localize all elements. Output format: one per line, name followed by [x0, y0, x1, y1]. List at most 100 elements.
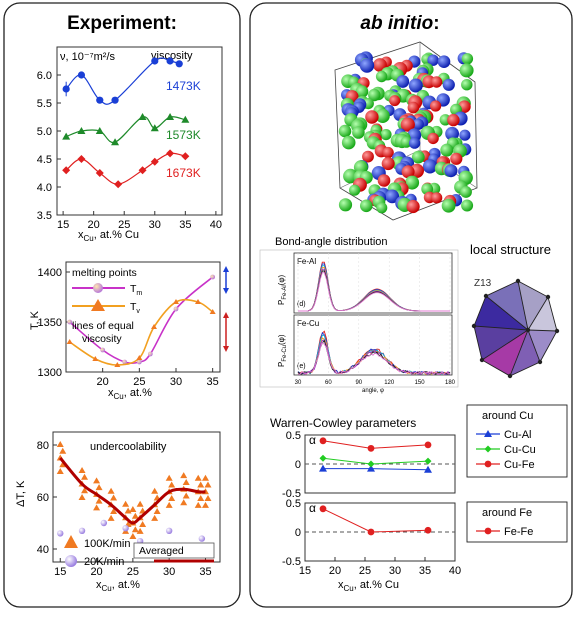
- wc-point: [367, 528, 375, 536]
- uc-100-point: [129, 505, 137, 512]
- bond-angle-chart: Bond-angle distribution Fe-Al (d) Fe-Cu …: [259, 236, 459, 394]
- wc-top-chart: α 0.5 0 -0.5: [282, 430, 456, 500]
- uc-100-point: [95, 484, 103, 491]
- tm-legend-label: Tm: [130, 283, 142, 297]
- uc-100-point: [197, 481, 205, 488]
- melt-point: [173, 299, 179, 304]
- uc-100-point: [110, 494, 118, 501]
- legend-20-label: 20K/min: [84, 556, 124, 568]
- melt-point: [210, 274, 216, 280]
- uc-100-point: [78, 466, 86, 473]
- local-structure-label: local structure: [470, 242, 551, 257]
- atom-sphere: [375, 108, 390, 123]
- z13-label: Z13: [474, 278, 492, 289]
- wc-point: [367, 464, 375, 472]
- atom-sphere: [400, 136, 412, 148]
- atom-sphere: [447, 113, 460, 127]
- wc-title: Warren-Cowley parameters: [270, 416, 416, 430]
- melt-point: [136, 359, 142, 365]
- tv-legend-pyramid-icon: [91, 299, 105, 311]
- tv-legend-label: Tv: [130, 301, 140, 315]
- bond-xlabel: angle, φ: [362, 388, 384, 394]
- bond-bottom-curve: [297, 341, 450, 376]
- atom-sphere: [450, 152, 463, 165]
- uc-100-point: [59, 447, 67, 454]
- tm-legend-sphere-icon: [93, 283, 103, 293]
- atom-sphere: [427, 54, 439, 66]
- bond-xtick-label: 120: [384, 380, 395, 386]
- melt-xtick-label: 25: [133, 376, 145, 388]
- visc-point: [111, 138, 120, 146]
- uc-100-point: [93, 504, 101, 511]
- melting-legend: melting points: [72, 267, 137, 279]
- wc-ytick-label: 0: [295, 527, 301, 539]
- melt-point: [195, 299, 201, 304]
- legend-item-label: Fe-Fe: [504, 526, 533, 538]
- visc-point: [175, 60, 183, 68]
- right-title: ab initio:: [360, 13, 439, 34]
- uc-xtick-label: 20: [90, 566, 102, 578]
- atom-sphere: [382, 146, 394, 159]
- visc-point: [111, 96, 119, 104]
- wc-ytick-label: -0.5: [282, 488, 301, 500]
- bond-xtick-label: 150: [415, 380, 426, 386]
- wc-bottom-chart: α 0.5 0 -0.5 15 20 25 30 35 40: [282, 498, 461, 577]
- visc-point: [150, 157, 159, 166]
- visc-point: [95, 127, 104, 134]
- uc-xtick-label: 15: [54, 566, 66, 578]
- melt-point: [67, 319, 73, 325]
- wc-xtick-label: 30: [389, 565, 401, 577]
- visc-point: [96, 96, 104, 104]
- legend-fe-title: around Fe: [482, 507, 532, 519]
- legend-around-fe: around Fe Fe-Fe: [466, 501, 568, 543]
- melt-point: [122, 359, 128, 365]
- icosahedron-icon: [471, 278, 560, 379]
- atom-sphere: [362, 150, 374, 163]
- uc-ytick-label: 80: [37, 440, 49, 452]
- uc-100-point: [139, 507, 147, 514]
- visc-point: [181, 115, 190, 123]
- uc-100-point: [81, 473, 89, 480]
- wc-point: [424, 526, 432, 534]
- undercool-ylabel: ΔT, K: [15, 480, 27, 507]
- melting-axes: [65, 261, 221, 373]
- bond-bottom-tag: (e): [297, 363, 306, 370]
- undercool-chart: ΔT, K undercoolability 80 60 40 15 20 25 30 35…: [15, 431, 221, 593]
- visc-ytick-label: 4.5: [37, 154, 52, 166]
- atom-sphere: [445, 126, 459, 141]
- atom-sphere: [459, 129, 471, 141]
- melting-chart: T, K 1400 1350 1300 20 25 30 35 melting point…: [29, 261, 229, 401]
- uc-100-point: [93, 477, 101, 484]
- visc-point: [166, 57, 174, 65]
- bond-title: Bond-angle distribution: [275, 236, 388, 248]
- visc-xtick-label: 30: [149, 219, 161, 231]
- wc-ytick-label: 0: [295, 459, 301, 471]
- legend-100-pyramid-icon: [64, 535, 78, 548]
- atom-sphere: [408, 137, 421, 149]
- melt-ytick-label: 1300: [38, 367, 62, 379]
- wc-point: [424, 441, 432, 449]
- melt-point: [151, 324, 157, 329]
- left-title: Experiment:: [67, 13, 177, 34]
- uc-100-point: [81, 487, 89, 494]
- uc-100-point: [204, 481, 212, 488]
- visc-xtick-label: 35: [179, 219, 191, 231]
- wc-bottom-alpha: α: [309, 501, 316, 515]
- melt-point: [147, 351, 153, 357]
- uc-100-point: [194, 501, 202, 508]
- visc-point: [77, 127, 86, 134]
- atom-sphere: [396, 75, 410, 88]
- atom-sphere: [440, 143, 454, 157]
- wc-point: [424, 457, 432, 465]
- uc-20-point: [78, 527, 86, 534]
- uc-xtick-label: 25: [127, 566, 139, 578]
- legend-cu-title: around Cu: [482, 410, 533, 422]
- visc-point: [166, 149, 175, 158]
- atom-sphere: [430, 76, 443, 88]
- atom-sphere: [376, 202, 388, 214]
- bond-xtick-label: 90: [355, 380, 362, 386]
- legend-marker: [484, 430, 492, 437]
- atom-sphere: [408, 78, 423, 93]
- visc-xtick-label: 40: [210, 219, 222, 231]
